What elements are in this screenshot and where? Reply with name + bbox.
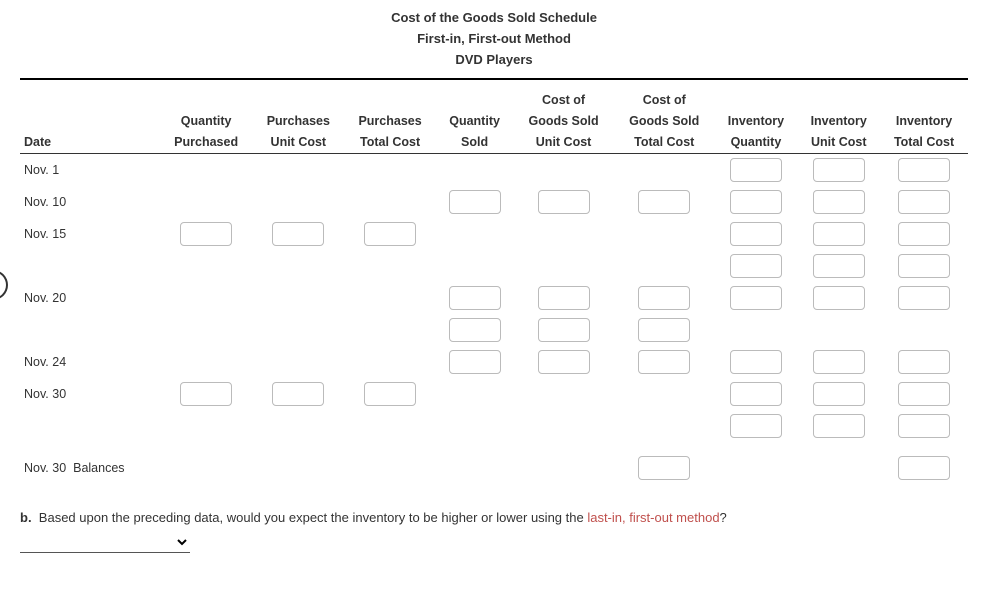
date-nov-10: Nov. 10 [20, 186, 160, 218]
inv-totalcost-input[interactable] [898, 158, 950, 182]
cogs-unitcost-input[interactable] [538, 318, 590, 342]
hdr-c2b: Unit Cost [252, 132, 344, 153]
cogs-unitcost-input[interactable] [538, 190, 590, 214]
hdr-c7a: Inventory [715, 111, 798, 132]
cogs-unitcost-input[interactable] [538, 350, 590, 374]
inv-qty-input[interactable] [730, 382, 782, 406]
table-row: Nov. 1 [20, 154, 968, 187]
table-row [20, 250, 968, 282]
hdr-c6c: Total Cost [614, 132, 715, 153]
qty-sold-input[interactable] [449, 318, 501, 342]
inv-qty-input[interactable] [730, 190, 782, 214]
qty-sold-input[interactable] [449, 190, 501, 214]
table-row-balances: Nov. 30 Balances [20, 452, 968, 484]
inv-totalcost-input[interactable] [898, 382, 950, 406]
inv-unitcost-input[interactable] [813, 350, 865, 374]
title-line-1: Cost of the Goods Sold Schedule [20, 8, 968, 29]
cogs-totalcost-input[interactable] [638, 190, 690, 214]
hdr-c9a: Inventory [880, 111, 968, 132]
qty-sold-input[interactable] [449, 286, 501, 310]
inv-totalcost-input[interactable] [898, 286, 950, 310]
question-mark: ? [720, 510, 727, 525]
inv-unitcost-input[interactable] [813, 158, 865, 182]
inv-qty-input[interactable] [730, 414, 782, 438]
inv-qty-input[interactable] [730, 286, 782, 310]
purch-totalcost-input[interactable] [364, 382, 416, 406]
hdr-c6a: Cost of [614, 90, 715, 111]
purch-unitcost-input[interactable] [272, 222, 324, 246]
inv-unitcost-input[interactable] [813, 382, 865, 406]
inv-unitcost-input[interactable] [813, 414, 865, 438]
hdr-c3a: Purchases [344, 111, 436, 132]
qty-purchased-input[interactable] [180, 382, 232, 406]
inv-qty-input[interactable] [730, 158, 782, 182]
hdr-c7b: Quantity [715, 132, 798, 153]
inv-unitcost-input[interactable] [813, 286, 865, 310]
hdr-c8a: Inventory [797, 111, 880, 132]
inv-qty-input[interactable] [730, 222, 782, 246]
question-b: b. Based upon the preceding data, would … [20, 508, 968, 553]
date-nov-15: Nov. 15 [20, 218, 160, 250]
inv-totalcost-input[interactable] [898, 414, 950, 438]
hdr-c3b: Total Cost [344, 132, 436, 153]
table-row: Nov. 24 [20, 346, 968, 378]
question-prefix: b. [20, 510, 32, 525]
title-line-3: DVD Players [20, 50, 968, 71]
table-row: Nov. 30 [20, 378, 968, 410]
cogs-totalcost-input[interactable] [638, 350, 690, 374]
cogs-totalcost-input[interactable] [638, 318, 690, 342]
table-row [20, 314, 968, 346]
cogs-totalcost-input[interactable] [638, 286, 690, 310]
inv-unitcost-input[interactable] [813, 222, 865, 246]
table-row [20, 410, 968, 442]
date-nov-1: Nov. 1 [20, 154, 160, 187]
hdr-c1b: Purchased [160, 132, 253, 153]
inv-totalcost-input[interactable] [898, 254, 950, 278]
date-nov-24: Nov. 24 [20, 346, 160, 378]
hdr-c5b: Goods Sold [513, 111, 614, 132]
answer-select[interactable] [20, 532, 190, 553]
cogs-unitcost-input[interactable] [538, 286, 590, 310]
inv-unitcost-input[interactable] [813, 190, 865, 214]
cogs-schedule-table: Cost of Cost of Quantity Purchases Purch… [20, 90, 968, 484]
purch-totalcost-input[interactable] [364, 222, 416, 246]
purch-unitcost-input[interactable] [272, 382, 324, 406]
bal-label: Balances [73, 461, 124, 475]
inv-qty-input[interactable] [730, 254, 782, 278]
date-nov-30: Nov. 30 [20, 378, 160, 410]
hdr-c1a: Quantity [160, 111, 253, 132]
table-row: Nov. 15 [20, 218, 968, 250]
table-row: Nov. 20 [20, 282, 968, 314]
title-line-2: First-in, First-out Method [20, 29, 968, 50]
inv-unitcost-input[interactable] [813, 254, 865, 278]
hdr-c4b: Sold [436, 132, 513, 153]
inv-totalcost-input[interactable] [898, 190, 950, 214]
question-text: Based upon the preceding data, would you… [39, 510, 588, 525]
cogs-total-balance-input[interactable] [638, 456, 690, 480]
lifo-text: last-in, first-out method [587, 510, 719, 525]
title-block: Cost of the Goods Sold Schedule First-in… [20, 8, 968, 70]
hdr-c8b: Unit Cost [797, 132, 880, 153]
qty-purchased-input[interactable] [180, 222, 232, 246]
inv-qty-input[interactable] [730, 350, 782, 374]
inv-totalcost-input[interactable] [898, 222, 950, 246]
hdr-c2a: Purchases [252, 111, 344, 132]
hdr-c9b: Total Cost [880, 132, 968, 153]
hdr-c6b: Goods Sold [614, 111, 715, 132]
page-curl-decoration [0, 270, 8, 300]
hdr-c5c: Unit Cost [513, 132, 614, 153]
hdr-c4a: Quantity [436, 111, 513, 132]
date-nov-30-bal: Nov. 30 Balances [20, 452, 160, 484]
hdr-c5a: Cost of [513, 90, 614, 111]
inv-total-balance-input[interactable] [898, 456, 950, 480]
inv-totalcost-input[interactable] [898, 350, 950, 374]
hdr-date: Date [20, 132, 160, 153]
qty-sold-input[interactable] [449, 350, 501, 374]
table-row: Nov. 10 [20, 186, 968, 218]
date-nov-20: Nov. 20 [20, 282, 160, 314]
title-divider [20, 78, 968, 80]
bal-date: Nov. 30 [24, 461, 66, 475]
